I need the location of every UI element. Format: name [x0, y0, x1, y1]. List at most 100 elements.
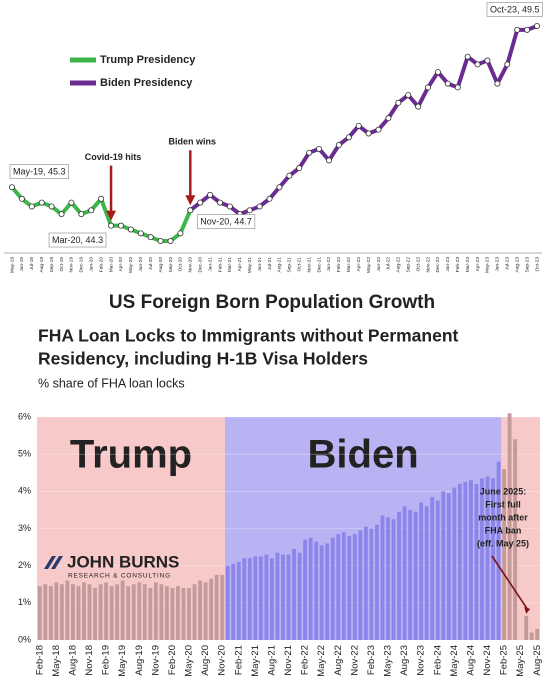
bar — [203, 582, 208, 640]
annotation: Oct-23, 49.5 — [486, 2, 543, 17]
point-marker — [504, 61, 511, 68]
point-marker — [524, 26, 531, 33]
x-tick-label: Nov-22 — [425, 257, 431, 273]
bar — [491, 478, 495, 640]
bar — [513, 439, 518, 640]
x-tick-label: Oct-21 — [297, 257, 303, 272]
point-marker — [217, 199, 224, 206]
x-tick-label: Nov-24 — [482, 645, 493, 676]
point-marker — [345, 134, 352, 141]
point-marker — [355, 122, 362, 129]
bar — [424, 506, 429, 640]
x-tick-label: Jan-21 — [207, 257, 213, 272]
x-tick-label: Dec-21 — [316, 257, 322, 273]
bar — [480, 478, 484, 640]
annotation-label: Nov-20, 44.7 — [200, 217, 252, 227]
point-marker — [78, 211, 85, 218]
y-tick-label: 0% — [18, 634, 31, 644]
point-marker — [425, 84, 432, 91]
legend-label: Biden Presidency — [100, 77, 193, 89]
bar — [137, 582, 142, 640]
point-marker — [296, 165, 303, 172]
callout-label: Biden wins — [169, 137, 217, 147]
bar — [352, 534, 357, 640]
point-marker — [464, 53, 471, 60]
x-tick-label: Feb-23 — [366, 645, 377, 675]
x-tick-label: Jun-22 — [376, 257, 382, 272]
x-tick-label: May-24 — [449, 645, 460, 677]
annotation-text: month after — [478, 512, 528, 522]
x-tick-label: Jul-23 — [505, 257, 511, 270]
annotation-text: June 2025: — [480, 486, 527, 496]
point-marker — [494, 80, 501, 87]
x-tick-label: Sep-22 — [405, 257, 411, 273]
bar — [319, 545, 324, 640]
bar — [269, 558, 274, 640]
annotation-label: May-19, 45.3 — [13, 167, 66, 177]
point-marker — [197, 199, 204, 206]
point-marker — [395, 99, 402, 106]
y-tick-label: 3% — [18, 523, 31, 533]
bar — [37, 586, 42, 640]
bar — [391, 519, 396, 640]
x-tick-label: Feb-18 — [34, 645, 45, 675]
point-marker — [167, 237, 174, 244]
x-tick-label: Nov-19 — [150, 645, 161, 676]
bar — [297, 552, 302, 640]
point-marker — [187, 207, 194, 214]
point-marker — [335, 142, 342, 149]
bar — [468, 480, 473, 640]
x-tick-label: Aug-24 — [465, 645, 476, 676]
point-marker — [8, 184, 15, 191]
period-label: Biden — [308, 433, 419, 477]
callout-arrowhead — [106, 210, 117, 221]
bar — [209, 578, 214, 640]
x-tick-label: Aug-20 — [200, 645, 211, 676]
chart-subtitle: % share of FHA loan locks — [38, 376, 185, 390]
x-tick-label: Aug-21 — [277, 257, 283, 273]
bar — [336, 534, 341, 640]
bar — [485, 476, 490, 640]
logo-tagline: RESEARCH & CONSULTING — [68, 573, 171, 580]
callout-label: Covid-19 hits — [85, 152, 142, 162]
point-marker — [514, 26, 521, 33]
point-marker — [68, 199, 75, 206]
bar — [402, 506, 407, 640]
point-marker — [108, 222, 115, 229]
bar — [82, 582, 86, 640]
bar — [59, 584, 64, 640]
point-marker — [484, 57, 491, 64]
bar — [441, 491, 446, 640]
bar — [496, 461, 501, 640]
point-marker — [325, 157, 332, 164]
bar — [502, 469, 507, 640]
bar — [358, 530, 363, 640]
bar — [242, 558, 247, 640]
x-tick-label: Sep-20 — [168, 257, 174, 273]
annotation-box — [196, 214, 256, 230]
annotation-label: Mar-20, 44.3 — [52, 235, 103, 245]
x-tick-label: Nov-21 — [283, 645, 294, 676]
bar — [48, 586, 53, 640]
bar — [524, 615, 529, 640]
bar — [375, 524, 379, 640]
bar — [76, 586, 81, 640]
point-marker — [246, 207, 253, 214]
bar — [303, 539, 308, 640]
point-marker — [256, 203, 263, 210]
x-tick-label: May-22 — [366, 257, 372, 273]
bar — [214, 574, 219, 640]
x-tick-label: May-20 — [184, 645, 195, 677]
annotation-box — [486, 2, 543, 17]
annotation-label: Oct-23, 49.5 — [490, 4, 540, 14]
x-tick-label: Sep-21 — [287, 257, 293, 273]
bar — [187, 587, 191, 640]
chart-title: US Foreign Born Population Growth — [109, 292, 435, 313]
annotation-arrow — [491, 555, 528, 610]
x-tick-label: Jun-23 — [495, 257, 501, 272]
bar — [413, 511, 418, 640]
x-tick-label: Sep-19 — [49, 257, 55, 273]
bar — [153, 582, 158, 640]
x-tick-label: May-23 — [383, 645, 394, 677]
point-marker — [58, 211, 65, 218]
